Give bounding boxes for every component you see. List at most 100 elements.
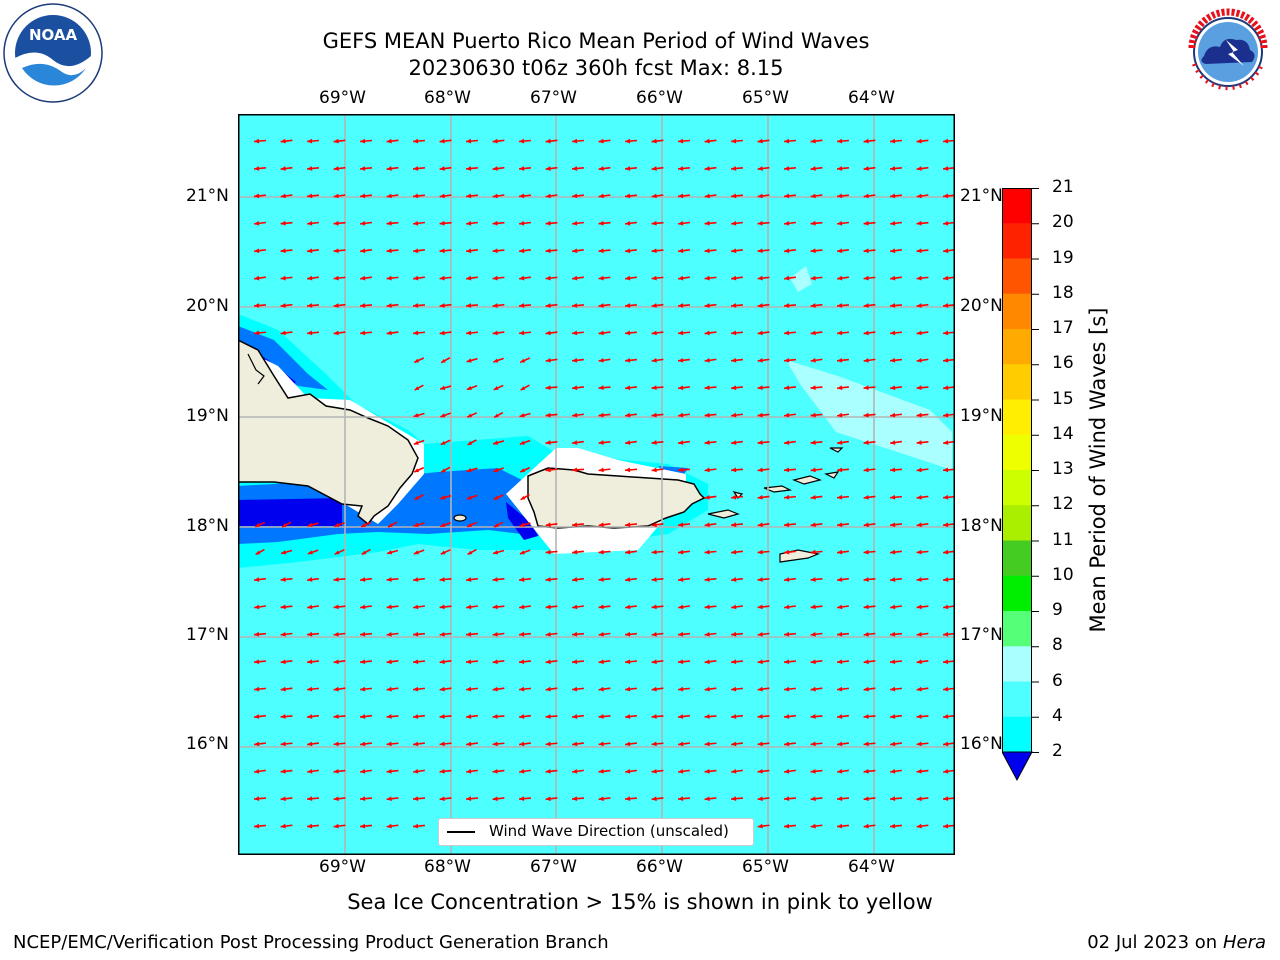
- wave-direction-arrowhead: [757, 303, 763, 308]
- wave-direction-arrowhead: [598, 220, 604, 226]
- wave-direction-arrowhead: [440, 550, 446, 555]
- wave-direction-arrowhead: [784, 330, 790, 336]
- wave-direction-arrowhead: [572, 549, 578, 555]
- wave-direction-arrowhead: [520, 358, 526, 363]
- wave-direction-arrowhead: [413, 138, 419, 144]
- wave-direction-arrowhead: [916, 275, 922, 281]
- wave-direction-arrowhead: [784, 303, 790, 308]
- wave-direction-arrowhead: [863, 577, 869, 582]
- wave-direction-arrowhead: [307, 550, 313, 555]
- wave-direction-arrowhead: [492, 686, 498, 692]
- wave-direction-arrowhead: [757, 659, 763, 665]
- wave-direction-arrowhead: [466, 577, 472, 582]
- wave-direction-arrowhead: [943, 248, 949, 254]
- wave-direction-arrowhead: [598, 577, 604, 582]
- wave-direction-arrowhead: [255, 550, 261, 555]
- wave-direction-arrowhead: [492, 577, 498, 582]
- wave-direction-arrowhead: [625, 220, 631, 226]
- wave-direction-arrowhead: [467, 550, 473, 555]
- wave-direction-arrowhead: [254, 248, 260, 254]
- wave-direction-arrowhead: [360, 604, 366, 610]
- wave-direction-arrowhead: [678, 248, 684, 254]
- wave-direction-arrowhead: [492, 741, 498, 747]
- wave-direction-arrowhead: [704, 522, 710, 528]
- map-panel: Wind Wave Direction (unscaled): [238, 114, 955, 855]
- wave-direction-arrowhead: [651, 440, 657, 445]
- lat-label-right: 21°N: [960, 186, 1003, 206]
- wave-direction-arrowhead: [890, 796, 896, 802]
- wave-direction-arrowhead: [890, 138, 896, 144]
- wave-direction-arrowhead: [413, 166, 419, 171]
- wave-direction-arrowhead: [863, 248, 869, 254]
- wave-direction-arrowhead: [467, 523, 473, 527]
- colorbar: [1001, 188, 1052, 788]
- wave-direction-arrowhead: [678, 412, 684, 418]
- wave-direction-arrowhead: [863, 138, 869, 144]
- wave-direction-arrowhead: [519, 166, 525, 171]
- wave-direction-arrowhead: [863, 741, 869, 747]
- colorbar-label: 21: [1052, 177, 1074, 197]
- wave-direction-arrowhead: [598, 248, 604, 254]
- wave-direction-arrowhead: [413, 714, 419, 719]
- wave-direction-arrowhead: [545, 659, 551, 665]
- wave-direction-arrowhead: [943, 440, 949, 445]
- wave-direction-arrowhead: [916, 357, 922, 363]
- chart-subtitle: 20230630 t06z 360h fcst Max: 8.15: [408, 56, 784, 80]
- wave-direction-arrowhead: [704, 220, 710, 226]
- wave-direction-arrowhead: [572, 686, 578, 692]
- colorbar-swatch: [1002, 399, 1032, 436]
- wave-direction-arrowhead: [598, 138, 604, 144]
- wave-direction-arrowhead: [890, 357, 896, 363]
- wave-direction-arrowhead: [466, 166, 472, 171]
- wave-direction-arrowhead: [943, 796, 949, 802]
- wave-direction-arrowhead: [254, 768, 260, 774]
- wave-direction-arrowhead: [731, 220, 737, 226]
- wave-direction-arrowhead: [943, 467, 949, 473]
- wave-direction-arrowhead: [439, 714, 445, 719]
- wave-direction-arrowhead: [704, 385, 710, 391]
- wave-direction-arrowhead: [333, 577, 339, 582]
- wave-direction-arrowhead: [386, 193, 392, 199]
- wave-direction-arrowhead: [413, 768, 419, 774]
- wave-direction-arrowhead: [254, 577, 260, 582]
- wave-direction-arrowhead: [784, 686, 790, 692]
- wave-direction-arrowhead: [810, 220, 816, 226]
- wave-direction-arrowhead: [360, 796, 366, 802]
- wave-direction-arrowhead: [519, 248, 525, 254]
- wave-direction-arrowhead: [943, 741, 949, 747]
- wave-direction-arrowhead: [651, 686, 657, 692]
- wave-direction-arrowhead: [282, 523, 287, 528]
- wave-direction-arrowhead: [625, 275, 631, 281]
- wave-direction-arrowhead: [386, 631, 392, 637]
- wave-direction-arrowhead: [784, 193, 790, 199]
- wave-direction-arrowhead: [386, 330, 392, 336]
- wave-direction-arrowhead: [572, 467, 578, 473]
- wave-direction-arrowhead: [731, 440, 737, 445]
- lat-label-right: 18°N: [960, 516, 1003, 536]
- wave-direction-arrowhead: [837, 248, 843, 254]
- wave-direction-arrowhead: [386, 303, 392, 308]
- colorbar-under-triangle: [1001, 751, 1033, 782]
- wave-direction-arrowhead: [440, 440, 446, 445]
- wave-direction-arrowhead: [280, 138, 286, 144]
- wave-direction-arrowhead: [704, 193, 710, 199]
- wave-direction-arrowhead: [890, 166, 896, 171]
- wave-direction-arrowhead: [545, 303, 551, 308]
- wave-direction-arrowhead: [413, 796, 419, 802]
- wave-direction-arrowhead: [704, 686, 710, 692]
- wave-direction-arrowhead: [360, 714, 366, 719]
- wave-direction-arrowhead: [492, 768, 498, 774]
- wave-direction-arrowhead: [360, 138, 366, 144]
- wave-direction-arrowhead: [890, 659, 896, 665]
- wave-direction-arrowhead: [414, 386, 420, 391]
- wave-direction-arrowhead: [386, 604, 392, 610]
- wave-direction-arrowhead: [678, 385, 684, 391]
- wave-direction-arrowhead: [492, 631, 498, 637]
- wave-direction-arrowhead: [333, 796, 339, 802]
- wave-direction-arrowhead: [651, 248, 657, 254]
- wave-direction-arrowhead: [810, 440, 816, 445]
- wave-direction-arrowhead: [466, 686, 472, 692]
- wave-direction-arrowhead: [784, 412, 790, 418]
- wave-direction-arrowhead: [916, 714, 922, 719]
- wave-direction-arrowhead: [492, 166, 498, 171]
